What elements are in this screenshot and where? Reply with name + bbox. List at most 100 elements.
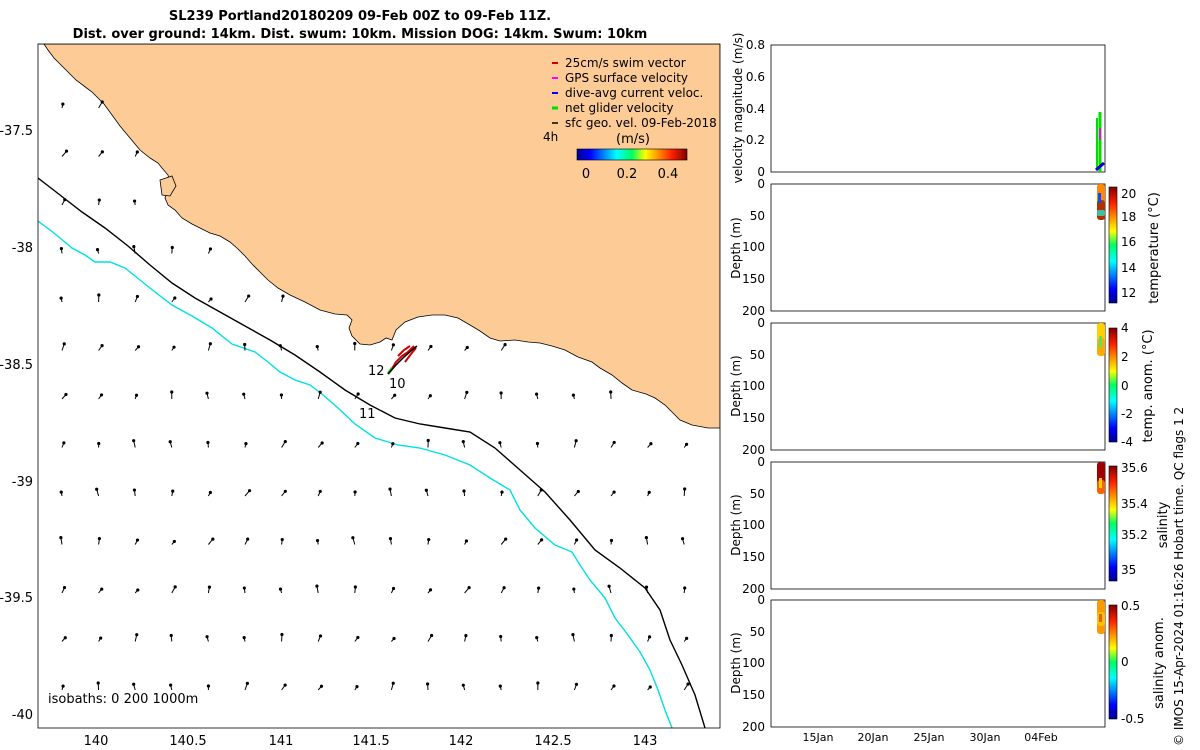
lat-tick: -38 — [12, 241, 33, 256]
time-tick: 15Jan — [803, 731, 834, 744]
salinity-anomaly-plot-frame — [770, 599, 1106, 728]
current-arrow-head — [502, 586, 506, 590]
current-arrow-head — [315, 584, 319, 588]
salinity-cbar-label: salinity — [1156, 501, 1171, 548]
cbar-tick: 16 — [1121, 235, 1136, 249]
current-arrow-head — [356, 441, 360, 446]
velocity-plot-frame — [770, 44, 1106, 173]
current-arrow-head — [574, 439, 578, 443]
depth-ylabel: Depth (m) — [729, 632, 743, 693]
current-arrow-head — [100, 587, 104, 591]
current-arrow-head — [574, 682, 579, 686]
cbar-tick: 0 — [1121, 379, 1129, 393]
lat-tick: -38.5 — [0, 358, 33, 373]
current-arrow-head — [172, 345, 176, 349]
ytick: 200 — [742, 304, 765, 318]
current-arrow-head — [465, 390, 469, 394]
current-arrow-head — [571, 633, 575, 637]
current-arrow-head — [135, 294, 140, 299]
current-vector-field — [59, 100, 690, 691]
current-arrow-head — [535, 441, 540, 446]
current-arrow-head — [427, 537, 431, 542]
current-arrow-head — [135, 150, 139, 154]
current-arrow-head — [61, 684, 65, 688]
glider-track — [387, 345, 418, 375]
title-line-2: Dist. over ground: 14km. Dist. swum: 10k… — [72, 27, 648, 42]
ytick: 100 — [742, 518, 765, 532]
velocity-panel: 0.8 0.6 0.4 0.2 0 velocity magnitude (m/… — [731, 33, 1106, 183]
cbar-tick: 12 — [1121, 286, 1136, 300]
current-arrow-head — [686, 682, 690, 686]
temperature-profile-data — [1097, 210, 1105, 216]
current-arrow-head — [315, 538, 320, 543]
current-arrow-head — [426, 682, 430, 686]
ytick: 0 — [757, 316, 765, 330]
ytick: 150 — [742, 550, 765, 564]
lon-tick: 142.5 — [534, 734, 571, 749]
current-arrow-head — [280, 632, 284, 637]
cbar-tick: 14 — [1121, 261, 1136, 275]
current-arrow-head — [607, 584, 611, 588]
current-arrow-head — [536, 681, 540, 685]
current-arrow-head — [426, 438, 430, 443]
current-arrow-head — [318, 489, 322, 494]
current-arrow-head — [644, 585, 649, 589]
current-arrow-head — [391, 586, 396, 591]
current-arrow-head — [388, 487, 392, 491]
salinity-profile-data — [1099, 478, 1102, 488]
current-arrow-head — [171, 489, 175, 493]
salinity-anomaly-cbar-label: salinity anom. — [1152, 617, 1167, 709]
current-arrow-head — [680, 537, 685, 541]
current-arrow-head — [245, 681, 249, 686]
current-arrow-head — [62, 585, 67, 590]
current-arrow-head — [99, 393, 104, 397]
current-arrow-head — [132, 245, 136, 249]
current-arrow-head — [247, 294, 251, 298]
current-arrow-head — [173, 296, 177, 300]
ytick: 150 — [742, 272, 765, 286]
current-arrow-head — [97, 198, 101, 202]
current-arrow-head — [168, 440, 172, 444]
ytick: 0 — [757, 455, 765, 469]
current-arrow-head — [207, 585, 212, 589]
current-arrow-head — [244, 442, 248, 446]
current-arrow-head — [612, 490, 616, 494]
current-arrow-head — [205, 635, 209, 639]
current-arrow-head — [206, 684, 211, 688]
current-arrow-head — [609, 538, 614, 543]
cbar-tick: 20 — [1121, 187, 1136, 201]
current-arrow-head — [429, 633, 434, 638]
current-arrow-head — [464, 634, 468, 638]
ytick: 150 — [742, 688, 765, 702]
time-tick: 25Jan — [914, 731, 945, 744]
cbar-tick: 4 — [1121, 321, 1129, 335]
current-arrow-head — [173, 585, 177, 589]
current-arrow-head — [500, 490, 504, 494]
legend-item-geo: sfc geo. vel. 09-Feb-2018 — [565, 116, 717, 130]
salinity-plot-frame — [770, 461, 1106, 590]
salinity-panel: 0 50 100 150 200 Depth (m) 35.6 35.4 35.… — [729, 455, 1171, 596]
temperature-panel: 0 50 100 150 200 Depth (m) 20 18 16 14 1… — [729, 177, 1162, 318]
temperature-plot-frame — [770, 183, 1106, 312]
current-arrow-head — [95, 487, 99, 491]
cbar-tick: 35 — [1121, 563, 1136, 577]
current-arrow-head — [132, 682, 136, 686]
current-arrow-head — [534, 392, 539, 396]
current-arrow-head — [539, 488, 543, 492]
current-arrow-head — [136, 345, 141, 349]
title-line-1: SL239 Portland20180209 09-Feb 00Z to 09-… — [168, 9, 552, 24]
salinity-anomaly-profile-data — [1099, 614, 1102, 622]
current-arrow-head — [499, 391, 503, 395]
current-arrow-head — [498, 684, 502, 688]
current-arrow-head — [246, 537, 250, 541]
current-arrow-head — [609, 390, 613, 394]
lat-tick: -40 — [12, 708, 33, 723]
current-arrow-head — [356, 635, 360, 640]
current-arrow-head — [278, 344, 282, 348]
current-arrow-head — [59, 490, 63, 494]
current-arrow-head — [135, 633, 139, 637]
current-arrow-head — [318, 634, 323, 638]
current-arrow-head — [278, 587, 283, 591]
current-arrow-head — [95, 248, 100, 252]
current-arrow-head — [242, 635, 246, 640]
